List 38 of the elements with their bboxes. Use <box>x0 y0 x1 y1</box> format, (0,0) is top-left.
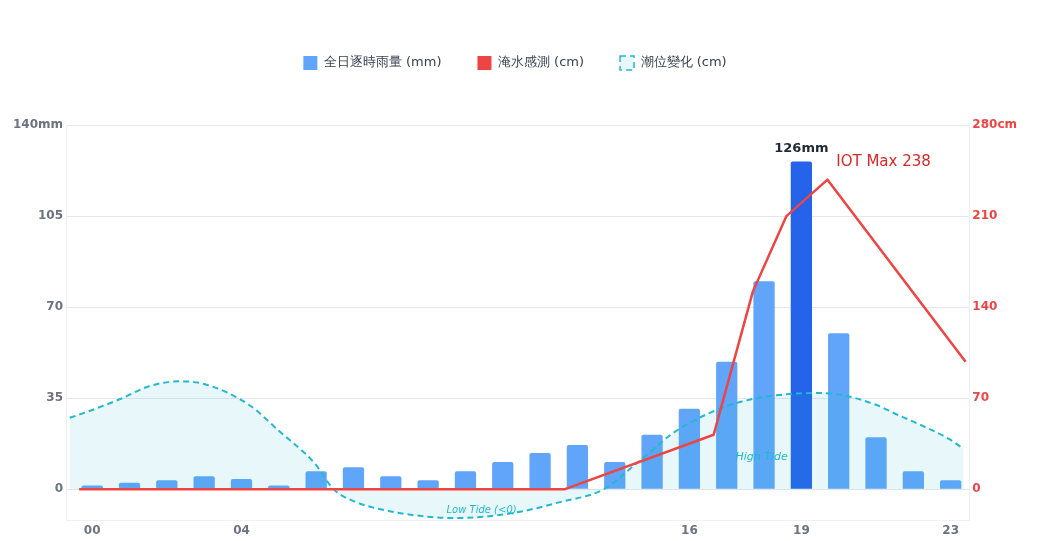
y-tick-label: 35 <box>46 390 64 405</box>
annotation: IOT Max 238 <box>836 152 931 171</box>
y2-tick-label: 70 <box>972 390 990 405</box>
bar <box>940 480 962 489</box>
bar <box>641 434 663 489</box>
bar <box>380 476 402 489</box>
y2-tick-label: 210 <box>972 208 998 223</box>
x-tick-label: 16 <box>681 522 698 537</box>
legend-label: 潮位變化 (cm) <box>640 54 727 70</box>
y-tick-label: 140mm <box>12 117 64 132</box>
x-tick-label: 04 <box>233 522 250 537</box>
bar <box>193 476 215 489</box>
bar <box>529 452 551 489</box>
data-label: 126mm <box>774 140 829 156</box>
x-tick-label: 00 <box>83 522 101 537</box>
bar <box>342 467 365 489</box>
x-tick-label: 19 <box>793 522 810 537</box>
bar <box>230 478 253 489</box>
y-tick-label: 70 <box>46 299 64 314</box>
y-tick-label: 0 <box>54 481 64 496</box>
bar <box>566 445 589 489</box>
bar <box>902 471 924 489</box>
bar <box>678 408 701 489</box>
y2-tick-label: 280cm <box>972 117 1018 132</box>
legend-label: 全日逐時雨量 (mm) <box>323 54 442 70</box>
y2-tick-label: 140 <box>972 299 998 314</box>
y2-tick-label: 0 <box>972 481 981 496</box>
bar <box>492 462 514 489</box>
annotation: Low Tide (<0) <box>446 504 517 516</box>
bar <box>865 437 887 489</box>
legend-label: 淹水感測 (cm) <box>497 54 585 70</box>
bar <box>716 361 738 489</box>
bar <box>454 471 477 489</box>
x-tick-label: 23 <box>942 522 960 537</box>
bar <box>305 471 327 489</box>
y-tick-label: 105 <box>37 208 64 223</box>
bar <box>828 333 850 489</box>
bar <box>790 161 813 489</box>
